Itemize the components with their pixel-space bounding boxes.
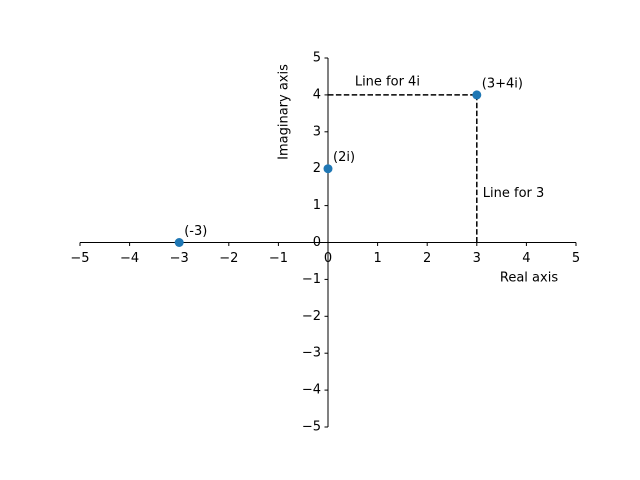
point xyxy=(323,164,333,174)
y-tick-label: −5 xyxy=(302,420,321,435)
x-tick-label: 2 xyxy=(423,251,431,266)
y-tick-label: 0 xyxy=(313,235,321,250)
x-axis-label: Real axis xyxy=(500,271,558,286)
x-tick-label: 4 xyxy=(522,251,530,266)
x-tick-label: −5 xyxy=(70,251,89,266)
x-tick-label: −3 xyxy=(170,251,189,266)
y-tick-label: −3 xyxy=(302,346,321,361)
annotation: Line for 3 xyxy=(483,186,545,201)
y-axis-label: Imaginary axis xyxy=(277,64,292,160)
x-tick-label: −1 xyxy=(269,251,288,266)
y-tick-label: 1 xyxy=(313,198,321,213)
x-tick-label: −4 xyxy=(120,251,139,266)
x-tick-label: −2 xyxy=(219,251,238,266)
x-tick-label: 1 xyxy=(373,251,381,266)
x-tick-label: 3 xyxy=(473,251,481,266)
annotation: Line for 4i xyxy=(355,74,420,89)
y-tick-label: −2 xyxy=(302,309,321,324)
y-tick-label: 2 xyxy=(313,161,321,176)
point xyxy=(174,238,184,247)
y-tick-label: 4 xyxy=(313,87,321,102)
x-tick-label: 0 xyxy=(324,251,332,266)
point-label: (2i) xyxy=(333,150,355,165)
y-tick-label: 3 xyxy=(313,124,321,139)
x-tick-label: 5 xyxy=(572,251,580,266)
y-tick-label: 5 xyxy=(313,51,321,66)
point-label: (-3) xyxy=(184,224,207,239)
y-tick-label: −4 xyxy=(302,383,321,398)
point-label: (3+4i) xyxy=(482,76,523,91)
point xyxy=(472,90,482,100)
y-tick-label: −1 xyxy=(302,272,321,287)
